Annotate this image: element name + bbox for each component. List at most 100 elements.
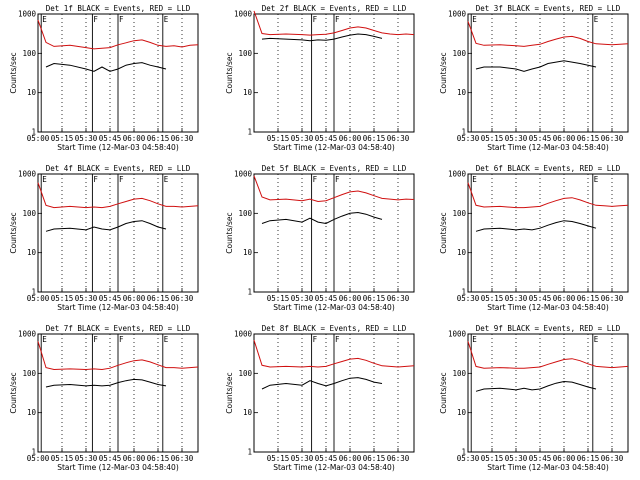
- y-tick-label: 1000: [18, 170, 37, 179]
- panel-title: Det 7f BLACK = Events, RED = LLD: [46, 324, 191, 333]
- y-tick-label: 10: [27, 408, 37, 417]
- x-tick-label: 06:00: [123, 454, 146, 463]
- x-tick-label: 05:15: [267, 294, 290, 303]
- y-tick-label: 1: [247, 128, 252, 137]
- x-tick-label: 06:00: [553, 134, 576, 143]
- marker-label-e: E: [594, 15, 599, 24]
- marker-label-f: F: [119, 15, 124, 24]
- x-tick-label: 05:15: [267, 134, 290, 143]
- x-tick-label: 06:30: [387, 454, 410, 463]
- y-tick-label: 1000: [448, 170, 467, 179]
- x-tick-label: 05:15: [51, 134, 74, 143]
- series-line-events: [45, 220, 167, 232]
- x-axis-title: Start Time (12-Mar-03 04:58:40): [57, 303, 179, 312]
- x-tick-label: 06:15: [363, 134, 386, 143]
- x-tick-label: 06:15: [577, 294, 600, 303]
- x-tick-label: 05:30: [505, 134, 528, 143]
- x-tick-label: 05:15: [481, 294, 504, 303]
- x-tick-label: 06:30: [601, 134, 624, 143]
- y-axis-title: Counts/sec: [9, 372, 18, 413]
- series-line-lld: [467, 341, 629, 369]
- y-tick-label: 1: [461, 288, 466, 297]
- y-tick-label: 1000: [234, 170, 253, 179]
- y-axis-title: Counts/sec: [9, 52, 18, 93]
- panel-title: Det 4f BLACK = Events, RED = LLD: [46, 164, 191, 173]
- x-tick-label: 06:15: [363, 294, 386, 303]
- y-tick-label: 1000: [448, 330, 467, 339]
- y-tick-label: 1: [247, 288, 252, 297]
- series-line-lld: [253, 10, 415, 36]
- x-tick-label: 05:00: [27, 454, 50, 463]
- marker-label-f: F: [335, 15, 340, 24]
- y-axis-title: Counts/sec: [439, 372, 448, 413]
- y-tick-label: 100: [452, 209, 466, 218]
- y-tick-label: 1000: [234, 330, 253, 339]
- x-tick-label: 05:15: [51, 454, 74, 463]
- x-tick-label: 05:45: [529, 294, 552, 303]
- x-tick-label: 06:30: [171, 454, 194, 463]
- y-tick-label: 10: [457, 408, 467, 417]
- y-tick-label: 1000: [448, 10, 467, 19]
- x-tick-label: 05:30: [457, 454, 480, 463]
- x-tick-label: 05:00: [27, 134, 50, 143]
- x-tick-label: 06:15: [363, 454, 386, 463]
- marker-label-f: F: [119, 175, 124, 184]
- panel-title: Det 5f BLACK = Events, RED = LLD: [262, 164, 407, 173]
- x-tick-label: 05:45: [99, 294, 122, 303]
- marker-label-f: F: [313, 335, 318, 344]
- x-tick-label: 05:30: [505, 294, 528, 303]
- series-line-events: [475, 380, 597, 392]
- x-tick-label: 05:45: [315, 134, 338, 143]
- series-line-events: [261, 33, 383, 42]
- y-tick-label: 10: [457, 248, 467, 257]
- x-tick-label: 05:15: [51, 294, 74, 303]
- marker-label-f: F: [335, 175, 340, 184]
- panel-title: Det 6f BLACK = Events, RED = LLD: [476, 164, 621, 173]
- marker-label-e: E: [42, 335, 47, 344]
- plot-frame: [467, 173, 629, 293]
- y-tick-label: 1: [461, 128, 466, 137]
- y-tick-label: 10: [457, 88, 467, 97]
- x-tick-label: 06:15: [147, 294, 170, 303]
- x-axis-title: Start Time (12-Mar-03 04:58:40): [57, 143, 179, 152]
- y-tick-label: 1: [31, 288, 36, 297]
- marker-label-e: E: [164, 335, 169, 344]
- series-line-events: [45, 62, 167, 72]
- series-line-lld: [467, 21, 629, 47]
- plot-frame: [467, 333, 629, 453]
- y-tick-label: 100: [22, 209, 36, 218]
- x-tick-label: 05:45: [99, 134, 122, 143]
- y-tick-label: 1: [31, 448, 36, 457]
- y-tick-label: 10: [243, 248, 253, 257]
- y-tick-label: 1000: [18, 10, 37, 19]
- marker-label-f: F: [335, 335, 340, 344]
- detector-panel: Det 7f BLACK = Events, RED = LLD 05:00 05:…: [9, 324, 199, 472]
- x-tick-label: 05:15: [481, 454, 504, 463]
- marker-label-f: F: [313, 175, 318, 184]
- x-axis-title: Start Time (12-Mar-03 04:58:40): [273, 303, 395, 312]
- x-tick-label: 05:30: [291, 134, 314, 143]
- x-tick-label: 06:30: [171, 294, 194, 303]
- x-tick-label: 06:00: [339, 134, 362, 143]
- x-axis-title: Start Time (12-Mar-03 04:58:40): [487, 143, 609, 152]
- detector-panel: Det 6f BLACK = Events, RED = LLD 05:30 05:…: [439, 164, 629, 312]
- series-line-lld: [253, 175, 415, 203]
- y-tick-label: 1: [31, 128, 36, 137]
- x-axis-title: Start Time (12-Mar-03 04:58:40): [273, 143, 395, 152]
- x-tick-label: 05:30: [75, 134, 98, 143]
- x-tick-label: 06:15: [147, 454, 170, 463]
- x-tick-label: 06:00: [123, 294, 146, 303]
- marker-label-e: E: [42, 175, 47, 184]
- plot-frame: [467, 13, 629, 133]
- y-tick-label: 1000: [234, 10, 253, 19]
- series-line-events: [45, 378, 167, 388]
- series-line-events: [261, 377, 383, 390]
- x-axis-title: Start Time (12-Mar-03 04:58:40): [487, 463, 609, 472]
- y-tick-label: 1000: [18, 330, 37, 339]
